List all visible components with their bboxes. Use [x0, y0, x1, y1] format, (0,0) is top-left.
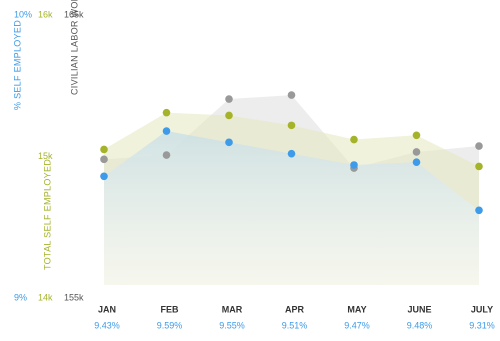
point [100, 155, 108, 164]
point [350, 135, 358, 144]
point [475, 142, 483, 150]
point [287, 91, 296, 99]
point [225, 95, 233, 103]
y-tick-label: 155k [64, 292, 84, 302]
x-tick-label: MAR [222, 304, 243, 314]
point [162, 151, 171, 159]
x-tick-label: FEB [161, 304, 180, 314]
axis-title: % SELF EMPLOYED [12, 20, 22, 110]
axis-title: CIVILIAN LABOR WORK FORCE [69, 0, 79, 95]
point [287, 121, 296, 130]
point [287, 149, 296, 158]
x-tick-label: APR [285, 304, 305, 314]
value-label: 9.48% [407, 320, 433, 330]
value-label: 9.31% [469, 320, 495, 330]
y-tick-label: 14k [38, 292, 53, 302]
y-tick-label: 10% [14, 9, 32, 19]
axis-title: TOTAL SELF EMPLOYED [42, 159, 52, 270]
point [350, 161, 358, 169]
point [412, 158, 421, 166]
value-label: 9.55% [219, 320, 245, 330]
value-label: 9.59% [157, 320, 183, 330]
point [475, 162, 483, 171]
y-tick-label: 165k [64, 9, 84, 19]
value-label: 9.43% [94, 320, 120, 330]
y-tick-label: 15k [38, 151, 53, 161]
x-tick-label: MAY [347, 304, 366, 314]
point [100, 172, 108, 181]
point [412, 131, 421, 140]
x-tick-label: JULY [471, 304, 493, 314]
point [100, 145, 108, 154]
point [162, 108, 171, 117]
x-tick-label: JUNE [407, 304, 431, 314]
value-label: 9.51% [282, 320, 308, 330]
x-tick-label: JAN [98, 304, 116, 314]
point [225, 138, 233, 147]
point [162, 127, 171, 135]
y-tick-label: 16k [38, 9, 53, 19]
point [412, 148, 421, 156]
area [104, 131, 479, 285]
point [225, 111, 233, 120]
point [475, 206, 483, 215]
y-tick-label: 9% [14, 292, 27, 302]
value-label: 9.47% [344, 320, 370, 330]
